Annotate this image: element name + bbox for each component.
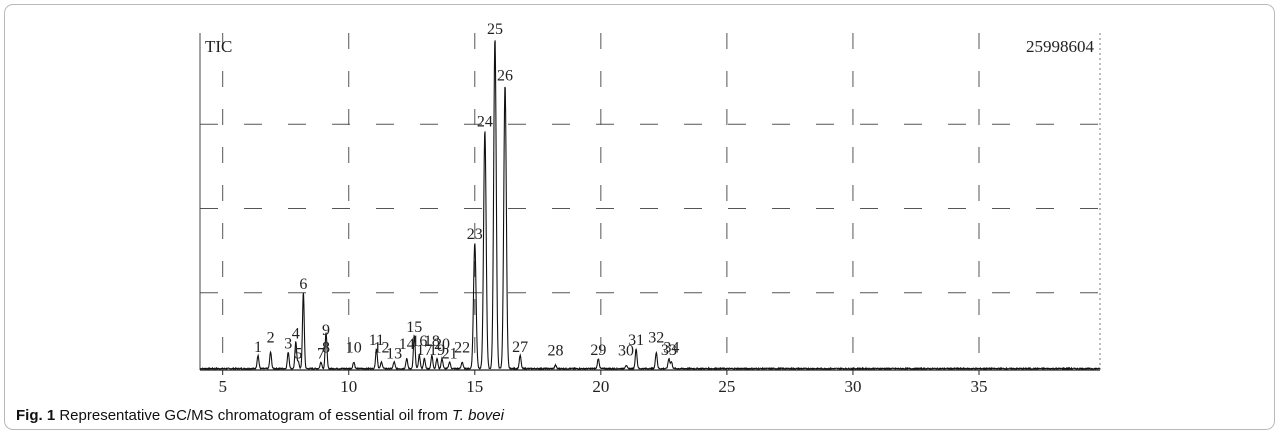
chromatogram-trace-line bbox=[199, 40, 1101, 371]
caption-label: Fig. 1 bbox=[16, 407, 56, 424]
peak-label: 5 bbox=[294, 345, 302, 362]
x-axis: 5 10 15 20 25 30 35 bbox=[200, 369, 1100, 396]
peak-label: 15 bbox=[406, 319, 422, 336]
peak-label: 30 bbox=[618, 343, 634, 360]
chromatogram-trace bbox=[199, 40, 1101, 371]
peak-label: 8 bbox=[322, 339, 330, 356]
peak-label: 34 bbox=[663, 339, 679, 356]
peak-label: 9 bbox=[322, 322, 330, 339]
peak-label: 18 bbox=[424, 333, 440, 350]
peak-label: 22 bbox=[454, 339, 470, 356]
signal-label: TIC bbox=[205, 37, 232, 56]
x-tick-label: 5 bbox=[218, 377, 227, 396]
peak-label: 26 bbox=[497, 67, 513, 84]
peak-label: 20 bbox=[434, 336, 450, 353]
peak-label: 16 bbox=[411, 333, 427, 350]
peak-label: 1 bbox=[254, 339, 262, 356]
peak-label: 31 bbox=[628, 332, 644, 349]
x-tick-label: 35 bbox=[970, 377, 987, 396]
peak-label: 7 bbox=[317, 345, 325, 362]
peak-label: 12 bbox=[374, 339, 390, 356]
x-tick-label: 25 bbox=[718, 377, 735, 396]
peak-label: 17 bbox=[416, 342, 432, 359]
peak-label: 23 bbox=[467, 226, 483, 243]
peak-label: 14 bbox=[399, 336, 415, 353]
peak-label: 28 bbox=[547, 343, 563, 360]
peak-label: 6 bbox=[299, 276, 307, 293]
peak-label: 29 bbox=[590, 342, 606, 359]
x-tick-label: 20 bbox=[592, 377, 609, 396]
x-tick-label: 10 bbox=[340, 377, 357, 396]
peak-label: 13 bbox=[386, 345, 402, 362]
caption-species: T. bovei bbox=[452, 407, 504, 424]
peak-label: 19 bbox=[429, 342, 445, 359]
peak-label: 10 bbox=[346, 339, 362, 356]
peak-label: 4 bbox=[292, 326, 300, 343]
peak-label: 32 bbox=[648, 329, 664, 346]
peak-label: 3 bbox=[284, 335, 292, 352]
peak-label: 27 bbox=[512, 339, 528, 356]
peak-label: 21 bbox=[442, 345, 458, 362]
caption-text: Representative GC/MS chromatogram of ess… bbox=[55, 407, 452, 424]
peak-label: 25 bbox=[487, 21, 503, 38]
max-intensity-label: 25998604 bbox=[1026, 37, 1095, 56]
peak-label: 2 bbox=[267, 329, 275, 346]
peak-label: 24 bbox=[477, 114, 493, 131]
peak-label: 11 bbox=[369, 332, 384, 349]
figure-frame bbox=[4, 4, 1275, 430]
grid-lines bbox=[199, 33, 1101, 370]
x-tick-label: 15 bbox=[466, 377, 483, 396]
peak-label: 33 bbox=[661, 342, 677, 359]
figure-caption: Fig. 1 Representative GC/MS chromatogram… bbox=[16, 407, 504, 424]
x-tick-label: 30 bbox=[844, 377, 861, 396]
